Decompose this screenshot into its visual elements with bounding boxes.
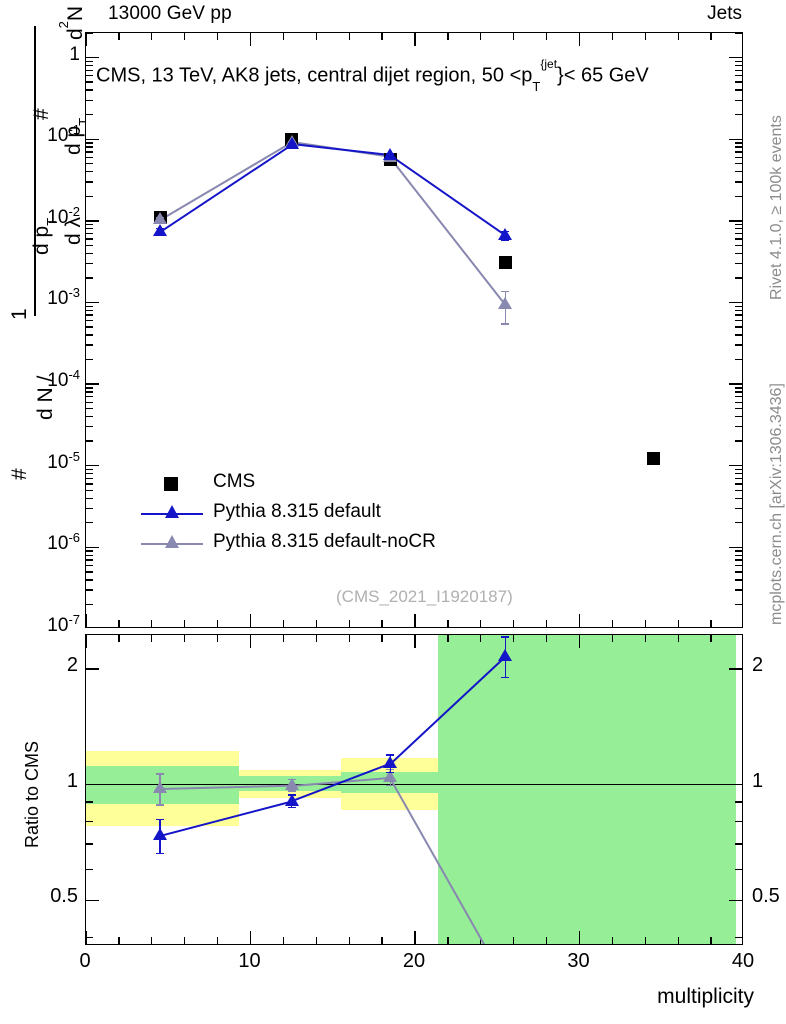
main-y-tick-label: 10-3 bbox=[47, 285, 80, 310]
error-bar-cap bbox=[501, 323, 510, 325]
data-marker-triangle bbox=[498, 296, 513, 309]
plot-title-sub: T bbox=[532, 78, 541, 94]
plot-title-sup: {jet bbox=[540, 57, 558, 71]
ratio-y-tick-label-right: 0.5 bbox=[752, 885, 780, 908]
header-analysis-category: Jets bbox=[707, 3, 742, 24]
ratio-error-bar-cap bbox=[386, 771, 395, 774]
caption-rivet-version: Rivet 4.1.0, ≥ 100k events bbox=[768, 115, 785, 300]
ratio-axis-title: Ratio to CMS bbox=[22, 740, 42, 848]
data-line-segment bbox=[160, 143, 293, 233]
x-tick-label: 20 bbox=[402, 950, 426, 972]
ratio-error-bar-cap bbox=[501, 676, 510, 679]
main-y-tick-label: 10-5 bbox=[47, 448, 80, 473]
data-line-segment bbox=[160, 141, 293, 221]
legend-marker-triangle-nocr-icon bbox=[165, 535, 179, 548]
main-y-tick-label: 1 bbox=[69, 43, 80, 65]
ratio-marker-triangle bbox=[284, 777, 299, 790]
caption-mcplots-source: mcplots.cern.ch [arXiv:1306.3436] bbox=[768, 383, 785, 625]
legend-marker-triangle-icon bbox=[165, 505, 179, 518]
ratio-marker-triangle bbox=[498, 648, 513, 661]
main-y-tick-label: 10-2 bbox=[47, 203, 80, 228]
legend-marker-square-icon bbox=[164, 477, 178, 491]
main-y-tick-label: 10-1 bbox=[47, 122, 80, 147]
legend-label-pythia-nocr: Pythia 8.315 default-noCR bbox=[213, 531, 436, 552]
legend-label-cms: CMS bbox=[213, 471, 256, 492]
data-line-segment bbox=[389, 154, 506, 237]
legend-label-pythia-default: Pythia 8.315 default bbox=[213, 501, 381, 522]
main-y-tick-label: 10-6 bbox=[47, 530, 80, 555]
y-axis-hash-top: # bbox=[30, 108, 53, 120]
band-inner bbox=[569, 635, 736, 944]
x-tick-label: 0 bbox=[79, 950, 91, 972]
ratio-unity-line bbox=[86, 783, 742, 786]
data-marker-triangle bbox=[153, 223, 168, 236]
data-marker-square bbox=[647, 452, 661, 466]
fraction-bar bbox=[34, 26, 37, 316]
ratio-y-tick-label-right: 2 bbox=[752, 653, 764, 676]
plot-title-pre: CMS, 13 TeV, AK8 jets, central dijet reg… bbox=[96, 64, 533, 87]
ratio-y-tick-label-right: 1 bbox=[752, 769, 764, 792]
main-plot-panel: CMS, 13 TeV, AK8 jets, central dijet reg… bbox=[85, 32, 743, 628]
error-bar-cap bbox=[501, 290, 510, 293]
data-marker-triangle bbox=[498, 227, 513, 240]
data-marker-triangle bbox=[284, 136, 299, 149]
ratio-plot-panel bbox=[85, 634, 743, 945]
analysis-watermark: (CMS_2021_I1920187) bbox=[336, 587, 513, 606]
band-inner bbox=[340, 771, 439, 794]
ratio-marker-triangle bbox=[153, 828, 168, 841]
ratio-error-bar-cap bbox=[156, 803, 165, 806]
ratio-error-bar-cap bbox=[386, 754, 395, 756]
ratio-marker-triangle bbox=[284, 793, 299, 806]
x-tick-label: 10 bbox=[238, 950, 261, 972]
plot-title: CMS, 13 TeV, AK8 jets, central dijet reg… bbox=[96, 57, 649, 94]
ratio-y-tick-label-left: 1 bbox=[66, 769, 78, 792]
ratio-error-bar-cap bbox=[386, 784, 395, 787]
ratio-y-tick-label-left: 0.5 bbox=[50, 885, 78, 908]
y-axis-label: d2N d pT d λ # d pT bbox=[0, 0, 91, 330]
x-tick-label: 40 bbox=[731, 950, 755, 972]
data-marker-triangle bbox=[383, 147, 398, 160]
data-line-segment bbox=[388, 156, 506, 305]
ratio-error-bar-cap bbox=[156, 852, 165, 855]
data-line-segment bbox=[291, 143, 391, 157]
data-marker-triangle bbox=[153, 212, 168, 225]
main-y-tick-label: 10-7 bbox=[47, 612, 80, 636]
ratio-error-bar-cap bbox=[156, 818, 165, 821]
ratio-y-tick-label-left: 2 bbox=[66, 653, 78, 676]
x-axis-title: multiplicity bbox=[657, 985, 754, 1008]
band-inner bbox=[438, 635, 570, 944]
data-marker-square bbox=[498, 255, 512, 269]
ratio-error-bar-cap bbox=[287, 790, 296, 793]
ratio-marker-triangle bbox=[383, 756, 398, 769]
ratio-error-bar-cap bbox=[156, 773, 165, 775]
main-y-tick-label: 10-4 bbox=[47, 367, 80, 392]
ratio-error-bar-cap bbox=[501, 636, 510, 638]
ratio-error-bar-cap bbox=[287, 806, 296, 809]
header-collision-energy: 13000 GeV pp bbox=[108, 3, 232, 24]
ratio-marker-triangle bbox=[153, 781, 168, 794]
x-tick-label: 30 bbox=[567, 950, 590, 972]
plot-title-post: }< 65 GeV bbox=[557, 64, 649, 87]
